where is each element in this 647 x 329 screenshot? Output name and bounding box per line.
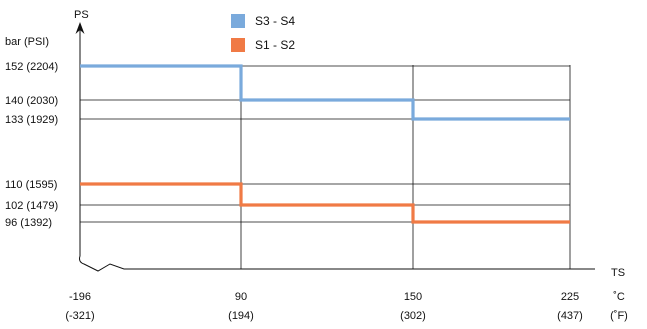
y-axis-arrow-icon	[75, 22, 85, 34]
legend-label: S1 - S2	[255, 38, 295, 52]
y-tick-label: 140 (2030)	[5, 95, 58, 107]
series-line-s1-s2	[80, 182, 570, 224]
x-axis-title: TS	[611, 267, 625, 279]
grid-layer	[80, 65, 571, 269]
x-tick-label-f: (194)	[228, 310, 254, 322]
x-tick-label-f: (-321)	[65, 310, 94, 322]
x-unit-f-label: (˚F)	[610, 310, 628, 322]
x-tick-label-c: 225	[561, 291, 579, 303]
labels-layer: PS bar (PSI) TS 152 (2204) 140 (2030) 133 (19…	[5, 9, 628, 322]
x-tick-label-c: 150	[404, 291, 422, 303]
legend-swatch	[231, 38, 245, 52]
y-tick-label: 152 (2204)	[5, 61, 58, 73]
x-tick-label-c: 90	[235, 291, 247, 303]
x-tick-label-f: (437)	[557, 310, 583, 322]
axis-break-icon	[79, 248, 130, 272]
y-tick-label: 102 (1479)	[5, 200, 58, 212]
x-tick-label-f: (302)	[400, 310, 426, 322]
legend: S3 - S4 S1 - S2	[231, 14, 295, 52]
x-tick-label-c: -196	[69, 291, 91, 303]
legend-swatch	[231, 14, 245, 28]
series-layer	[80, 64, 570, 224]
legend-label: S3 - S4	[255, 14, 295, 28]
series-line-s3-s4	[80, 64, 570, 121]
axes-layer	[75, 22, 595, 272]
y-tick-label: 96 (1392)	[5, 217, 52, 229]
y-axis-unit-label: bar (PSI)	[5, 36, 49, 48]
y-tick-label: 110 (1595)	[5, 179, 57, 191]
y-axis-title: PS	[74, 9, 89, 21]
x-unit-c-label: ˚C	[613, 291, 625, 303]
y-tick-label: 133 (1929)	[5, 114, 58, 126]
